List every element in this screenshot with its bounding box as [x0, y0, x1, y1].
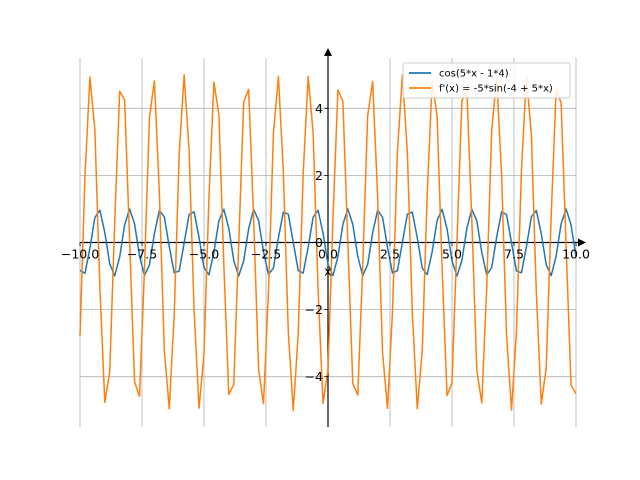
x-tick-label-5: 2.5 — [380, 247, 400, 262]
x-axis-arrow — [578, 238, 586, 247]
legend-box — [402, 62, 571, 99]
y-tick-label-4: 4 — [315, 101, 323, 116]
x-tick-label-4: 0.0 — [318, 247, 338, 262]
x-axis-label: x — [324, 264, 331, 279]
x-tick-label-1: −7.5 — [127, 247, 157, 262]
y-axis-arrow — [324, 48, 332, 56]
x-tick-label-0: −10.0 — [61, 247, 99, 262]
tick-layer: −10.0 −7.5 −5.0 −2.5 0.0 2.5 5.0 7.5 10.0 −4 −2 0 2 4 — [61, 101, 590, 384]
series-line-0 — [79, 208, 577, 277]
legend: cos(5*x - 1*4) f'(x) = -5*sin(-4 + 5*x) — [402, 62, 571, 99]
legend-label-1: f'(x) = -5*sin(-4 + 5*x) — [439, 84, 553, 95]
y-tick-label-3: 2 — [315, 168, 323, 183]
legend-label-0: cos(5*x - 1*4) — [439, 69, 509, 80]
x-tick-label-6: 5.0 — [442, 247, 462, 262]
y-tick-label-1: −2 — [305, 302, 323, 317]
x-tick-label-3: −2.5 — [251, 247, 281, 262]
series-layer — [79, 74, 577, 411]
x-tick-label-7: 7.5 — [504, 247, 524, 262]
y-tick-label-0: −4 — [305, 369, 323, 384]
x-tick-label-8: 10.0 — [562, 247, 590, 262]
series-line-1 — [79, 74, 577, 411]
y-tick-label-2: 0 — [315, 235, 323, 250]
x-tick-label-2: −5.0 — [189, 247, 219, 262]
